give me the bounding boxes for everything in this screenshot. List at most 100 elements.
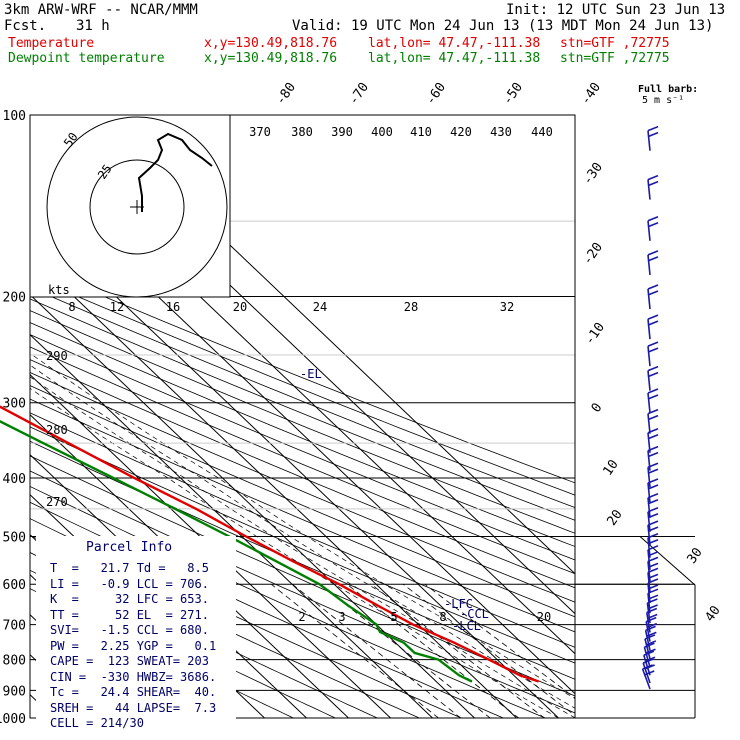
wind-barb [647, 365, 659, 391]
dry-adiabat [30, 359, 575, 589]
dry-adiabat [30, 569, 337, 718]
speed-tick-label: 12 [110, 300, 124, 314]
level-marker: -LCL [452, 619, 481, 633]
theta-label: 400 [371, 125, 393, 139]
pressure-tick-label: 800 [3, 654, 26, 669]
temperature-line [0, 405, 540, 683]
wind-barb [647, 125, 659, 151]
plot-frame [29, 114, 696, 719]
speed-tick-label: 16 [166, 300, 180, 314]
mixing-ratio-line [346, 583, 520, 718]
skewed-temp-label: -50 [500, 80, 526, 108]
dry-adiabat [30, 470, 575, 714]
dry-adiabat [30, 398, 575, 633]
wind-barb [643, 650, 656, 676]
hodograph-ring-label: 25 [95, 162, 115, 182]
parcel-info-row: SVI= -1.5 CCL = 680. [50, 623, 209, 637]
theta-label: 430 [490, 125, 512, 139]
skewed-temp-label: -30 [580, 160, 606, 188]
wind-barb [647, 408, 659, 434]
valid-time: Valid: 19 UTC Mon 24 Jun 13 (13 MDT Mon … [292, 18, 714, 34]
pressure-tick-label: 200 [3, 291, 26, 306]
barb-legend-units: 5 m s⁻¹ [642, 95, 685, 106]
pressure-tick-label: 900 [3, 684, 26, 699]
skewed-temp-label: 0 [589, 400, 606, 415]
model-title: 3km ARW-WRF -- NCAR/MMM [4, 2, 198, 18]
speed-tick-label: 20 [233, 300, 247, 314]
forecast-label: Fcst. [4, 18, 47, 34]
skewed-temp-label: -60 [423, 80, 449, 108]
theta-label: 380 [291, 125, 313, 139]
mixing-ratio-label: 5 [390, 610, 397, 624]
theta-left-label: 280 [46, 423, 68, 437]
pressure-tick-label: 600 [3, 578, 26, 593]
theta-label: 370 [249, 125, 271, 139]
pressure-tick-label: 1000 [0, 712, 26, 727]
wind-barb [643, 642, 656, 668]
wind-barb [647, 507, 659, 532]
mixing-ratio-line [319, 583, 491, 718]
forecast-hour: 31 h [76, 18, 110, 34]
wind-barb [647, 341, 659, 367]
temperature-legend: Temperature [8, 36, 95, 51]
moist-adiabat [30, 352, 575, 699]
pressure-tick-label: 700 [3, 619, 26, 634]
mixing-ratio-line [370, 583, 546, 718]
theta-label: 410 [410, 125, 432, 139]
pressure-tick-label: 500 [3, 530, 26, 545]
skewed-temp-label: -40 [578, 80, 604, 108]
wind-barb [647, 250, 659, 276]
speed-tick-label: 32 [500, 300, 514, 314]
hodograph: 25 50 kts [29, 114, 231, 298]
wind-barb [647, 462, 659, 488]
plot-border [29, 114, 576, 719]
mixing-ratio-label: 8 [439, 610, 446, 624]
skewed-temp-label: -70 [346, 80, 372, 108]
dry-adiabat [30, 385, 575, 618]
parcel-info-row: CELL = 214/30 [50, 716, 144, 730]
speed-tick-label: 28 [404, 300, 418, 314]
speed-tick-label: 8 [68, 300, 75, 314]
pressure-tick-label: 300 [3, 397, 26, 412]
mixing-ratio-label: 20 [537, 610, 551, 624]
dewpoint-station: stn=GTF ,72775 [560, 51, 670, 66]
dry-adiabat [30, 412, 575, 648]
isotherm-line [30, 413, 350, 718]
level-marker: -LFC [444, 597, 473, 611]
parcel-info-row: CIN = -330 HWBZ= 3686. [50, 669, 217, 684]
dewpoint-legend: Dewpoint temperature [8, 51, 165, 66]
wind-barb [647, 174, 659, 200]
theta-label: 440 [531, 125, 553, 139]
skewed-temp-label: 20 [604, 507, 625, 528]
wind-barb [647, 216, 659, 241]
dewpoint-latlon: lat,lon= 47.47,-111.38 [368, 51, 541, 66]
skewed-temp-label: 10 [600, 457, 621, 478]
parcel-info-row: T = 21.7 Td = 8.5 [50, 561, 209, 575]
skewed-temp-label: -10 [582, 320, 608, 348]
wind-barb [641, 664, 655, 690]
hodograph-ring-label: 50 [61, 130, 81, 150]
hodograph-ring-inner [89, 159, 185, 255]
level-markers: -EL -LFC-CCL-LCL [300, 367, 489, 633]
plot-extension [575, 535, 696, 718]
speed-tick-label: 24 [313, 300, 327, 314]
theta-label: 420 [450, 125, 472, 139]
pressure-tick-label: 100 [3, 109, 26, 124]
level-marker: -EL [300, 367, 322, 381]
mixing-ratio-line [292, 583, 462, 718]
level-marker: -CCL [460, 607, 489, 621]
wind-barbs [641, 125, 659, 690]
wind-barb [647, 478, 659, 504]
dewpoint-xy: x,y=130.49,818.76 [204, 51, 338, 66]
parcel-info-row: K = 32 LFC = 653. [50, 592, 209, 606]
theta-left-label: 290 [46, 349, 68, 363]
temperature-xy: x,y=130.49,818.76 [204, 36, 338, 51]
parcel-info-panel: Parcel Info T = 21.7 Td = 8.5 LI = -0.9 L… [36, 536, 236, 730]
wind-barb [647, 314, 659, 340]
skewed-temp-label: 30 [684, 545, 705, 566]
theta-label: 390 [331, 125, 353, 139]
isotherm-line [30, 253, 518, 718]
barb-legend-title: Full barb: [638, 84, 699, 95]
wind-barb [647, 493, 659, 518]
